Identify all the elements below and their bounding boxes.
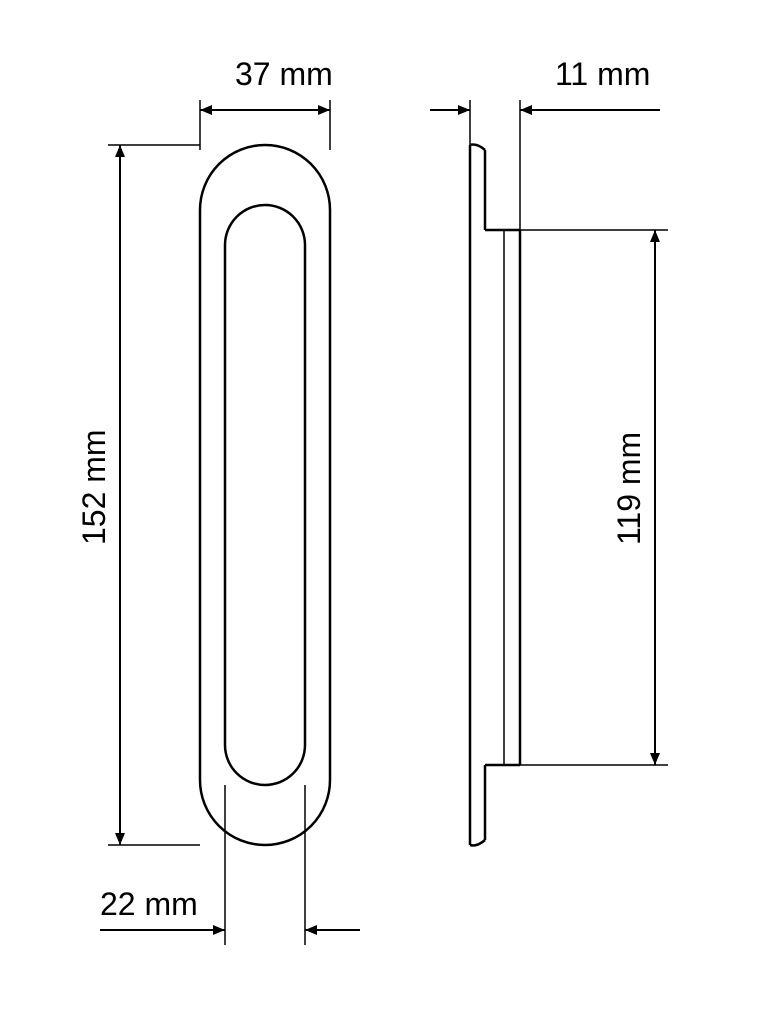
label-37: 37 mm	[235, 56, 333, 92]
label-119: 119 mm	[611, 432, 647, 545]
front-inner	[225, 205, 305, 785]
label-22: 22 mm	[100, 886, 198, 922]
label-152: 152 mm	[76, 429, 112, 545]
technical-drawing: 37 mm 11 mm 152 mm 119 mm 22 mm	[0, 0, 770, 1013]
label-11: 11 mm	[555, 56, 650, 92]
front-outer	[200, 145, 330, 845]
side-cap-bottom	[470, 840, 485, 845]
side-cap-top	[470, 145, 485, 150]
